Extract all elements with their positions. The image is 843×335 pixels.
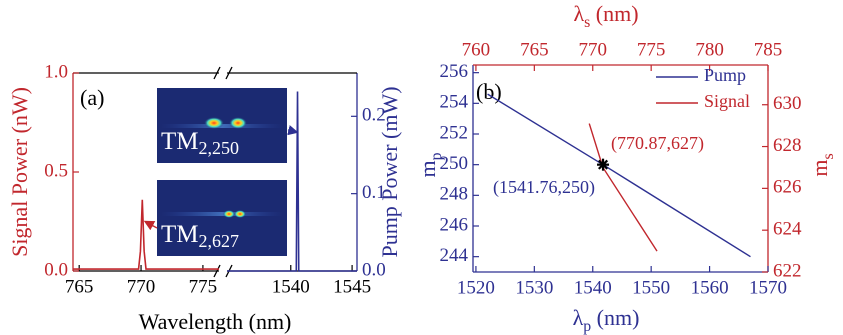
arrow [146,222,157,228]
figure: 765770775154015450.00.51.00.00.10.2Wavel… [0,0,843,335]
y2-tick-label: 624 [773,219,802,240]
inset-spot [204,117,224,129]
x2-axis-title: λs (nm) [573,1,638,31]
y2-axis-title-main: m [807,160,832,177]
x2-tick-label: 760 [462,39,491,60]
y2-tick-label: 628 [773,135,802,156]
legend-label: Pump [704,65,746,85]
x-tick-label: 775 [189,276,218,297]
inset-label-main: TM [161,128,199,155]
inset-label-main: TM [161,221,199,248]
y-tick-label: 0.0 [44,259,68,280]
y2-axis-title-sub: s [820,153,837,159]
x-axis-title-main: λ [573,305,584,330]
inset-label-sub: 2,627 [199,231,240,251]
inset-streak [161,212,283,216]
annotation: (1541.76,250) [493,177,595,198]
inset-spot [234,210,246,218]
x-tick-label: 1520 [457,277,495,298]
x2-axis-title-main: λ [573,1,584,26]
y-axis-title: Signal Power (nW) [7,87,32,257]
y2-axis-title: ms [807,153,837,176]
x-tick-label: 1530 [515,277,553,298]
inset-spot [229,117,247,129]
y-axis-title-sub: p [428,152,445,160]
x-tick-label: 1540 [574,277,612,298]
x2-tick-label: 770 [579,39,608,60]
y-tick-label: 246 [440,214,469,235]
y-tick-label: 256 [440,61,469,82]
x-tick-label: 1550 [632,277,670,298]
inset-label-sub: 2,250 [199,138,240,158]
y2-tick-label: 0.0 [362,259,386,280]
series-line [488,94,751,257]
y-tick-label: 252 [440,122,469,143]
panel-label: (a) [80,85,104,110]
x-axis-title-rest: (nm) [591,305,639,330]
crossing-marker [597,159,609,171]
y2-tick-label: 630 [773,93,802,114]
x2-tick-label: 765 [520,39,549,60]
annotation: (770.87,627) [611,133,704,154]
arrow [288,130,296,132]
legend-label: Signal [704,91,750,111]
y-axis-title-main: m [415,160,440,177]
x2-axis-title-rest: (nm) [590,1,638,26]
x2-tick-label: 785 [754,39,783,60]
y-tick-label: 0.5 [44,160,68,181]
y-tick-label: 1.0 [44,61,68,82]
x-tick-label: 770 [127,276,156,297]
x-axis-title: λp (nm) [573,305,640,335]
y-tick-label: 254 [440,92,469,113]
y2-tick-label: 622 [773,260,802,281]
x-tick-label: 765 [65,276,94,297]
x-axis-title: Wavelength (nm) [139,309,292,334]
inset-spot [223,210,235,218]
x2-tick-label: 780 [695,39,724,60]
x-tick-label: 1560 [691,277,729,298]
x-tick-label: 1540 [272,276,310,297]
y-tick-label: 248 [440,184,469,205]
x-axis-title-sub: p [583,318,591,335]
x2-tick-label: 775 [637,39,666,60]
y2-tick-label: 626 [773,177,802,198]
y2-axis-title: Pump Power (mW) [377,86,402,257]
y-tick-label: 244 [440,245,469,266]
